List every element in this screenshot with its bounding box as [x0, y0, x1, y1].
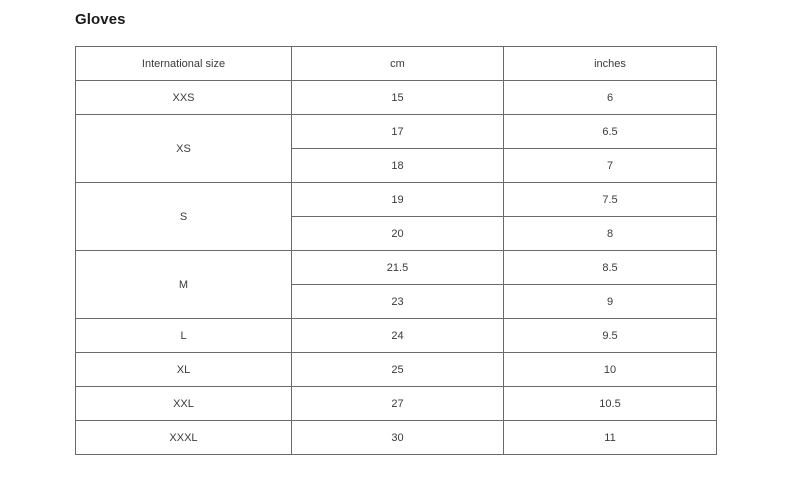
- table-row: 18 7: [76, 148, 717, 183]
- column-header-cm: cm: [291, 46, 504, 81]
- size-table-body: XXS 15 6 XS 17 6.5 18 7 S 19 7.5 20 8 M 21.5 8.5 23 9 L 24 9…: [75, 80, 717, 455]
- size-cell: XL: [75, 352, 292, 387]
- cm-cell: 18: [291, 148, 504, 183]
- inches-cell: 7.5: [503, 182, 717, 217]
- table-row: XL 25 10: [75, 352, 717, 387]
- cm-cell: 20: [291, 216, 504, 251]
- column-header-inches: inches: [503, 46, 717, 81]
- inches-cell: 10.5: [503, 386, 717, 421]
- cm-cell: 30: [291, 420, 504, 455]
- table-header-row: International size cm inches: [75, 46, 717, 81]
- cm-cell: 19: [291, 182, 504, 217]
- inches-cell: 10: [503, 352, 717, 387]
- inches-cell: 6: [503, 80, 717, 115]
- cm-cell: 23: [291, 284, 504, 319]
- cm-cell: 17: [291, 114, 504, 149]
- table-row: M 21.5 8.5: [75, 250, 717, 319]
- size-table: International size cm inches XXS 15 6 XS 17 6…: [75, 46, 717, 455]
- table-row: 23 9: [76, 284, 717, 319]
- inches-cell: 11: [503, 420, 717, 455]
- table-row: XXS 15 6: [75, 80, 717, 115]
- inches-cell: 6.5: [503, 114, 717, 149]
- table-row: XXXL 30 11: [75, 420, 717, 455]
- table-row: S 19 7.5: [75, 182, 717, 251]
- size-cell: XXS: [75, 80, 292, 115]
- inches-cell: 7: [503, 148, 717, 183]
- cm-cell: 21.5: [291, 250, 504, 285]
- table-row: 20 8: [76, 216, 717, 251]
- table-row: XS 17 6.5: [75, 114, 717, 183]
- inches-cell: 8.5: [503, 250, 717, 285]
- size-cell: L: [75, 318, 292, 353]
- size-cell: XXXL: [75, 420, 292, 455]
- inches-cell: 9.5: [503, 318, 717, 353]
- inches-cell: 9: [503, 284, 717, 319]
- cm-cell: 15: [291, 80, 504, 115]
- column-header-international-size: International size: [75, 46, 292, 81]
- inches-cell: 8: [503, 216, 717, 251]
- size-cell: S: [75, 182, 292, 251]
- page-title: Gloves: [75, 11, 126, 28]
- cm-cell: 24: [291, 318, 504, 353]
- cm-cell: 25: [291, 352, 504, 387]
- size-cell: M: [75, 250, 292, 319]
- cm-cell: 27: [291, 386, 504, 421]
- table-row: L 24 9.5: [75, 318, 717, 353]
- table-row: XXL 27 10.5: [75, 386, 717, 421]
- size-cell: XXL: [75, 386, 292, 421]
- size-cell: XS: [75, 114, 292, 183]
